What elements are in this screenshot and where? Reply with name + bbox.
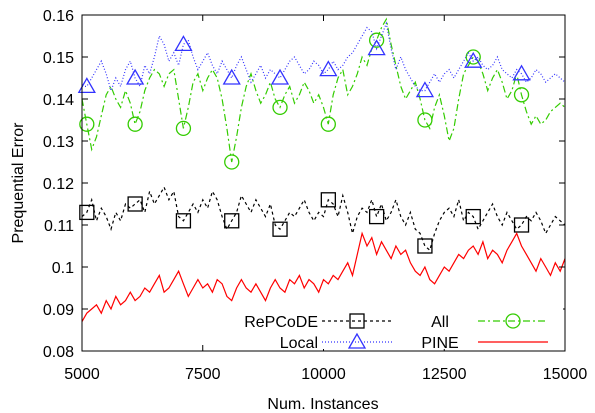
triangle-marker: [347, 332, 367, 349]
square-marker: [417, 238, 433, 254]
circle-marker: [320, 116, 336, 132]
series-line: [82, 21, 566, 93]
series-3: [81, 231, 566, 322]
square-marker: [320, 192, 336, 208]
square-marker: [272, 221, 288, 237]
square-marker: [368, 208, 385, 225]
square-marker: [79, 204, 95, 221]
x-tick-label: 12500: [422, 366, 467, 383]
y-tick-label: 0.14: [43, 92, 74, 109]
triangle-marker: [464, 51, 483, 68]
triangle-marker: [174, 35, 193, 52]
triangle-marker: [222, 68, 241, 85]
y-tick-label: 0.08: [43, 344, 74, 361]
tick-layer: 0.08 0.09 0.1 0.11 0.12 0.13 0.14 0.15 0.16 5000 7…: [43, 8, 587, 383]
y-tick-label: 0.12: [43, 176, 74, 193]
square-marker: [224, 213, 240, 229]
series-line: [81, 185, 566, 252]
circle-marker: [368, 32, 385, 48]
plot-frame: [81, 14, 566, 352]
circle-marker: [127, 116, 143, 132]
y-tick-label: 0.15: [43, 50, 74, 67]
square-marker: [349, 313, 365, 329]
legend-label: RePCoDE: [244, 314, 318, 331]
x-tick-label: 5000: [64, 366, 100, 383]
legend-label: Local: [280, 335, 318, 352]
series-line: [81, 231, 566, 322]
triangle-marker: [126, 68, 145, 85]
y-tick-label: 0.11: [44, 218, 74, 235]
x-tick-label: 15000: [543, 366, 588, 383]
circle-marker: [505, 313, 521, 329]
circle-marker: [79, 116, 95, 132]
square-marker: [513, 217, 530, 233]
series-0: [79, 185, 566, 254]
triangle-marker: [367, 39, 386, 56]
triangle-marker: [319, 60, 338, 77]
circle-marker: [417, 112, 433, 128]
legend-label: All: [431, 314, 449, 331]
y-tick-label: 0.09: [43, 302, 74, 319]
square-marker: [465, 208, 481, 225]
legend-background: [238, 302, 563, 349]
series-1: [79, 17, 566, 170]
x-axis-label: Num. Instances: [267, 396, 378, 413]
y-tick-label: 0.1: [52, 260, 74, 277]
series-layer: [77, 17, 566, 322]
series-2: [77, 21, 566, 98]
circle-marker: [224, 154, 240, 170]
triangle-marker: [77, 77, 96, 94]
square-marker: [175, 213, 192, 229]
y-tick-label: 0.16: [43, 8, 74, 25]
square-marker: [127, 196, 143, 212]
legend-label: PINE: [421, 335, 458, 352]
circle-marker: [272, 99, 288, 116]
triangle-marker: [415, 81, 435, 98]
x-tick-label: 7500: [185, 366, 221, 383]
x-tick-label: 10000: [301, 366, 346, 383]
y-tick-label: 0.13: [43, 134, 74, 151]
y-axis-label: Prequential Error: [10, 122, 27, 244]
circle-marker: [513, 87, 530, 103]
circle-marker: [465, 49, 481, 65]
triangle-marker: [270, 68, 290, 85]
triangle-marker: [512, 64, 531, 81]
series-line: [81, 17, 566, 163]
circle-marker: [175, 120, 192, 137]
legend: RePCoDE All Local PINE: [244, 313, 548, 352]
